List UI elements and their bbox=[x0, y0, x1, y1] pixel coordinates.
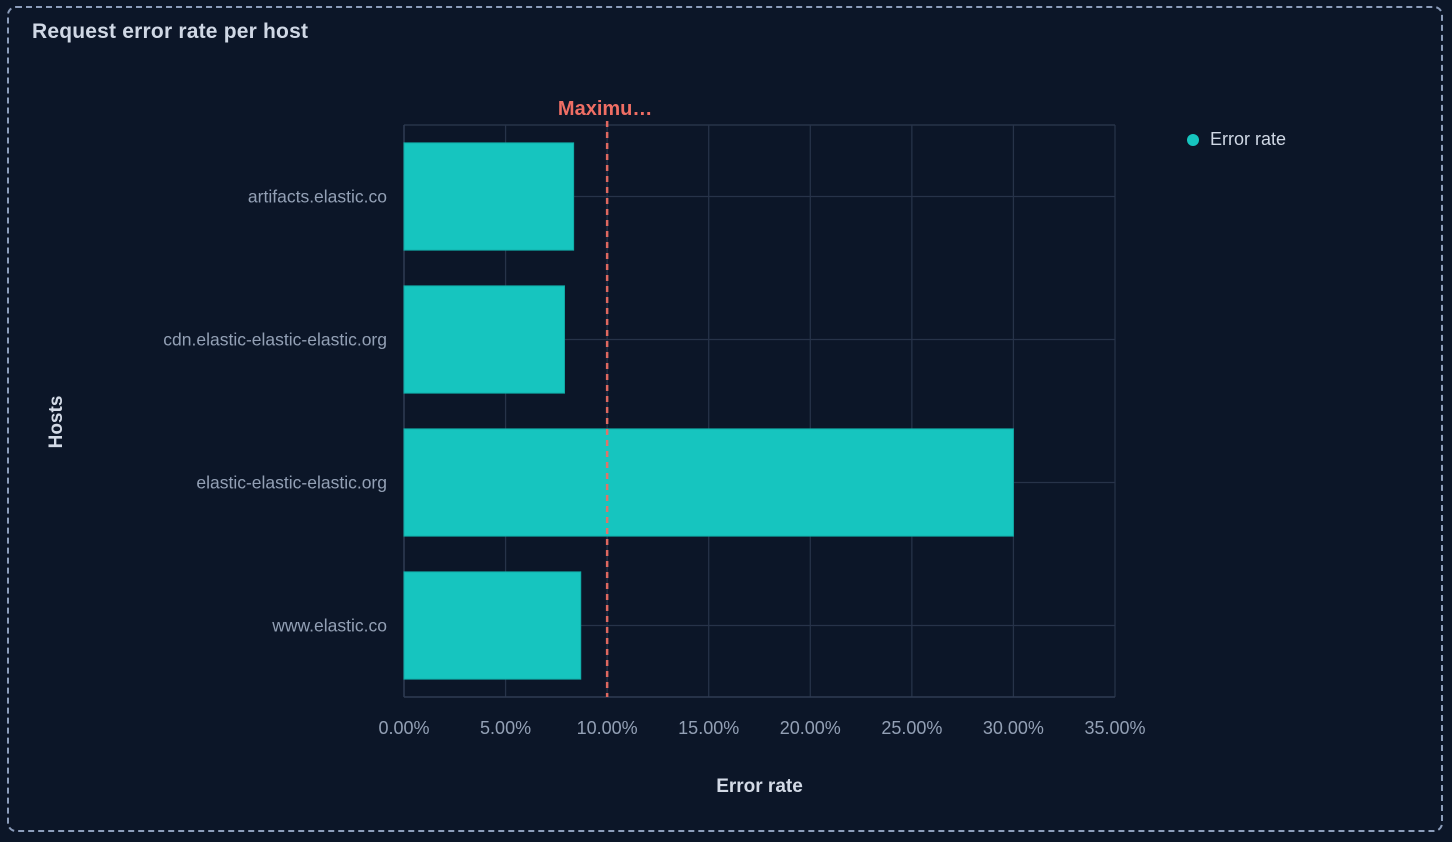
legend-item-error-rate[interactable]: Error rate bbox=[1187, 129, 1286, 150]
x-tick-label: 25.00% bbox=[881, 718, 942, 738]
y-category-label: elastic-elastic-elastic.org bbox=[196, 473, 387, 493]
panel-title: Request error rate per host bbox=[32, 20, 309, 43]
y-category-label: cdn.elastic-elastic-elastic.org bbox=[163, 330, 387, 350]
bar-cdn.elastic-elastic-elastic.org[interactable] bbox=[403, 285, 565, 394]
bar-artifacts.elastic.co[interactable] bbox=[403, 142, 575, 251]
x-tick-label: 0.00% bbox=[378, 718, 429, 738]
dashboard-panel[interactable]: Request error rate per host Error rate 0… bbox=[7, 6, 1443, 832]
x-tick-label: 10.00% bbox=[577, 718, 638, 738]
x-tick-label: 35.00% bbox=[1084, 718, 1145, 738]
x-tick-label: 20.00% bbox=[780, 718, 841, 738]
bar-elastic-elastic-elastic.org[interactable] bbox=[403, 428, 1014, 537]
y-category-label: artifacts.elastic.co bbox=[248, 187, 387, 207]
x-tick-label: 5.00% bbox=[480, 718, 531, 738]
bar-www.elastic.co[interactable] bbox=[403, 571, 582, 680]
y-axis-title: Hosts bbox=[46, 396, 67, 449]
x-tick-label: 30.00% bbox=[983, 718, 1044, 738]
x-tick-label: 15.00% bbox=[678, 718, 739, 738]
threshold-label: Maximu… bbox=[558, 98, 652, 120]
y-category-label: www.elastic.co bbox=[271, 616, 387, 636]
legend-series-dot-icon bbox=[1187, 133, 1199, 146]
legend-series-label: Error rate bbox=[1210, 129, 1287, 149]
x-axis-title: Error rate bbox=[716, 776, 803, 797]
